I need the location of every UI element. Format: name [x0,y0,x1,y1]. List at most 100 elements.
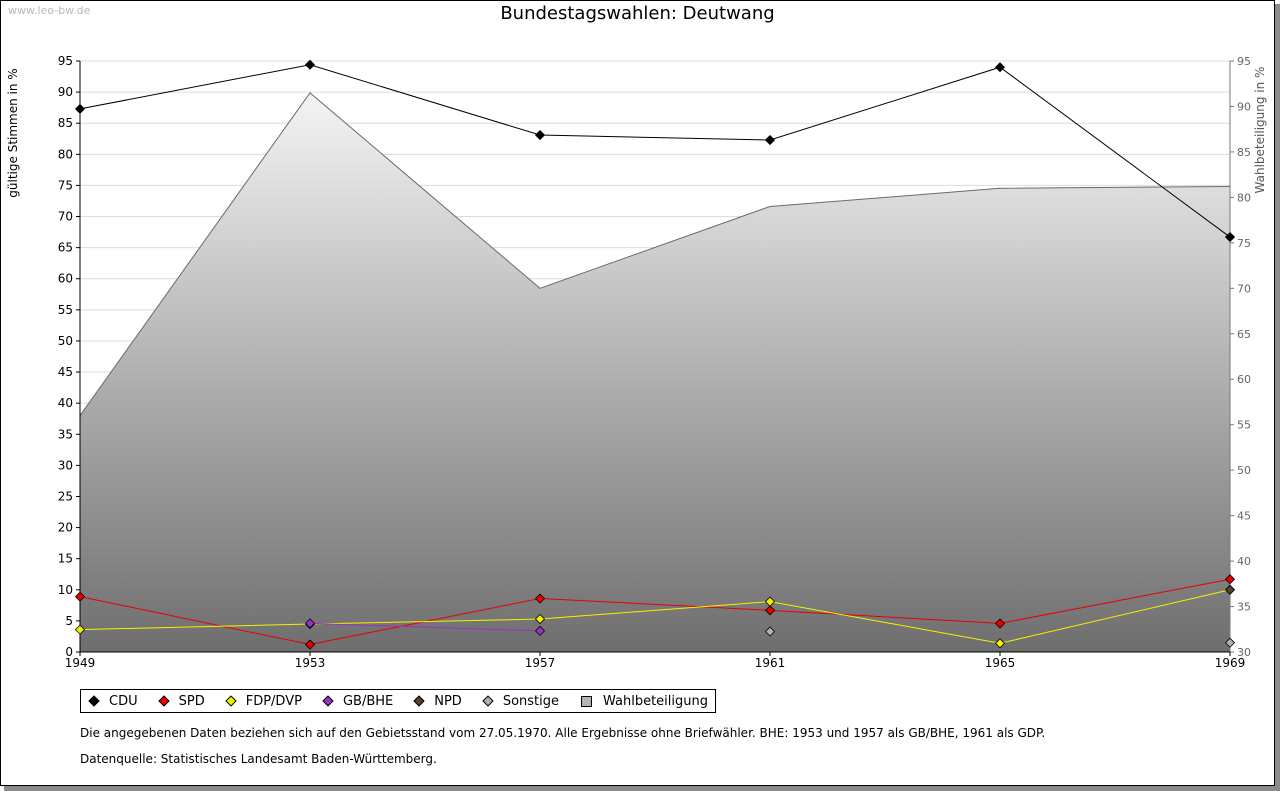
y-tick-label: 40 [58,396,73,410]
turnout-area-layer [79,92,1231,653]
y2-tick-label: 55 [1237,419,1251,432]
legend-square-icon [581,695,592,707]
y2-tick-label: 45 [1237,510,1251,523]
legend-item: GB/BHE [322,693,394,709]
data-point [534,613,546,625]
y2-tick-label: 85 [1237,146,1251,159]
y-tick-label: 10 [58,583,73,597]
data-point [994,618,1006,629]
turnout-area [80,92,1230,653]
series-line [79,589,1231,644]
data-point [1224,637,1236,648]
y2-tick-label: 95 [1237,55,1251,68]
y2-tick-label: 35 [1237,601,1251,614]
y2-tick-label: 70 [1237,282,1251,295]
data-point [304,59,316,70]
legend-diamond-icon [322,695,334,707]
data-point [304,618,316,629]
watermark: www.leo-bw.de [8,4,91,17]
y-tick-label: 65 [58,241,73,255]
legend-item: Sonstige [482,693,559,709]
y2-tick-label: 80 [1237,191,1251,204]
legend-item: NPD [413,693,462,709]
data-point [994,638,1006,649]
legend-label: CDU [109,693,138,709]
series-line [79,64,1231,238]
y-tick-label: 25 [58,489,73,503]
data-point [1224,231,1236,243]
y2-tick-label: 60 [1237,373,1251,386]
series-line [79,578,1231,646]
legend-label: NPD [434,693,462,709]
y-tick-label: 90 [58,85,73,99]
footnote: Die angegebenen Daten beziehen sich auf … [80,726,1046,740]
series-sonstige [764,626,1236,648]
y-tick-label: 0 [65,645,73,659]
y2-tick-label: 65 [1237,328,1251,341]
legend-diamond-icon [225,695,237,707]
legend-label: Sonstige [502,693,559,709]
x-tick-label: 1949 [65,656,96,670]
y-tick-label: 80 [58,147,73,161]
series-gb-bhe [304,618,546,636]
legend-label: Wahlbeteiligung [603,693,709,709]
series-layer [74,59,1236,650]
legend-item: Wahlbeteiligung [581,694,708,709]
y-axis-label: gültige Stimmen in % [6,68,20,197]
y-tick-label: 95 [58,54,73,68]
x-tick-label: 1965 [985,656,1016,670]
legend-label: GB/BHE [342,693,394,709]
data-point [1224,574,1236,585]
series-spd [74,574,1236,650]
data-point [764,134,776,146]
y2-axis-label: Wahlbeteiligung in % [1253,67,1267,194]
y-tick-label: 45 [58,365,73,379]
data-point [304,639,316,650]
y-tick-label: 20 [58,521,73,535]
y-tick-label: 15 [58,552,73,566]
y-tick-label: 75 [58,178,73,192]
legend-item: SPD [157,694,205,709]
x-tick-label: 1969 [1215,656,1246,670]
legend-item: FDP/DVP [225,694,302,709]
y-tick-label: 55 [58,303,73,317]
series-cdu [74,59,1236,243]
x-tick-label: 1953 [295,656,326,670]
series-line [309,622,541,632]
data-point [1224,584,1236,595]
x-tick-label: 1957 [525,656,556,670]
y-tick-label: 85 [58,116,73,130]
legend-diamond-icon [413,695,425,707]
chart-title: Bundestagswahlen: Deutwang [500,3,775,24]
y2-tick-label: 30 [1237,646,1251,659]
y-tick-label: 5 [65,614,73,628]
data-point [74,591,86,602]
y2-tick-label: 90 [1237,100,1251,113]
y-tick-label: 70 [58,210,73,224]
source-note: Datenquelle: Statistisches Landesamt Bad… [80,752,437,766]
y2-tick-label: 50 [1237,464,1251,477]
y2-tick-label: 75 [1237,237,1251,250]
x-tick-label: 1961 [755,656,786,670]
data-point [534,625,546,636]
data-point [74,103,86,114]
legend-diamond-icon [482,695,494,707]
series-npd [1224,584,1236,595]
data-point [534,129,546,141]
y2-tick-label: 40 [1237,555,1251,568]
data-point [534,593,546,604]
data-point [994,62,1006,73]
y-tick-label: 30 [58,458,73,472]
y-tick-label: 60 [58,272,73,286]
legend-diamond-icon [88,695,100,707]
legend: CDU SPD FDP/DVP GB/BHE NPD Sonstige Wahlbeteil… [80,689,717,713]
data-point [764,605,776,616]
frame-shadow-right [1275,4,1280,791]
data-point [764,626,776,637]
data-point [764,596,776,607]
y-tick-label: 50 [58,334,73,348]
legend-item: CDU [88,693,138,709]
axes: 0 5 10 15 20 25 30 35 40 45 50 55 60 65 70 75 80 85 90 95 30… [58,54,1251,670]
turnout-area-outline [79,92,1231,416]
